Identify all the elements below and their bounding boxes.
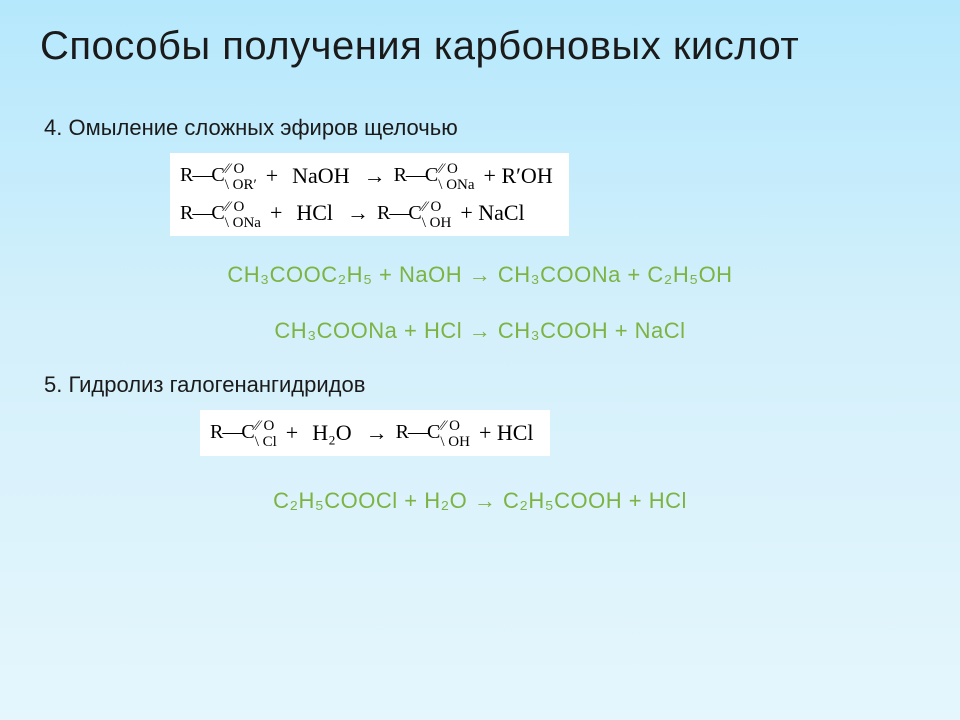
acyl-right: R—C ⁄⁄ O \ OH bbox=[377, 197, 452, 231]
tail-products: + NaCl bbox=[454, 200, 530, 226]
reagent: NaOH bbox=[286, 163, 355, 189]
page-title: Способы получения карбоновых кислот bbox=[40, 24, 920, 69]
arrow-icon: → bbox=[358, 163, 392, 189]
acyl-left: R—C ⁄⁄ O \ Cl bbox=[210, 416, 278, 450]
reagent: H₂O bbox=[306, 420, 357, 446]
struct-reaction-1: R—C ⁄⁄ O \ OR′ + NaOH → R—C ⁄⁄ O \ ONa +… bbox=[180, 159, 559, 193]
tail-products: + HCl bbox=[473, 420, 540, 446]
plus-sign: + bbox=[280, 420, 304, 446]
section-4-heading: 4. Омыление сложных эфиров щелочью bbox=[44, 115, 920, 141]
section-5-equation-1: C₂H₅COOCl + H₂O → C₂H₅COOH + HCl bbox=[40, 488, 920, 514]
acyl-left: R—C ⁄⁄ O \ ONa bbox=[180, 197, 262, 231]
struct-reaction-2: R—C ⁄⁄ O \ ONa + HCl → R—C ⁄⁄ O \ OH + N… bbox=[180, 197, 559, 231]
struct-reaction-3: R—C ⁄⁄ O \ Cl + H₂O → R—C ⁄⁄ O \ OH + HC… bbox=[210, 416, 540, 450]
section-4-structural-box: R—C ⁄⁄ O \ OR′ + NaOH → R—C ⁄⁄ O \ ONa +… bbox=[170, 153, 569, 236]
plus-sign: + bbox=[264, 200, 288, 226]
plus-sign: + bbox=[260, 163, 284, 189]
slide: Способы получения карбоновых кислот 4. О… bbox=[0, 0, 960, 720]
tail-products: + R′OH bbox=[478, 163, 559, 189]
section-4-equation-2: CH₃COONa + HCl → CH₃COOH + NaCl bbox=[40, 318, 920, 344]
section-5-structural-box: R—C ⁄⁄ O \ Cl + H₂O → R—C ⁄⁄ O \ OH + HC… bbox=[200, 410, 550, 456]
acyl-left: R—C ⁄⁄ O \ OR′ bbox=[180, 159, 258, 193]
section-5-heading: 5. Гидролиз галогенангидридов bbox=[44, 372, 920, 398]
acyl-right: R—C ⁄⁄ O \ OH bbox=[396, 416, 471, 450]
section-4: 4. Омыление сложных эфиров щелочью R—C ⁄… bbox=[40, 115, 920, 344]
section-4-equation-1: CH₃COOC₂H₅ + NaOH → CH₃COONa + C₂H₅OH bbox=[40, 262, 920, 288]
arrow-icon: → bbox=[360, 420, 394, 446]
acyl-right: R—C ⁄⁄ O \ ONa bbox=[394, 159, 476, 193]
section-5: 5. Гидролиз галогенангидридов R—C ⁄⁄ O \… bbox=[40, 372, 920, 514]
reagent: HCl bbox=[290, 200, 339, 226]
arrow-icon: → bbox=[341, 200, 375, 226]
